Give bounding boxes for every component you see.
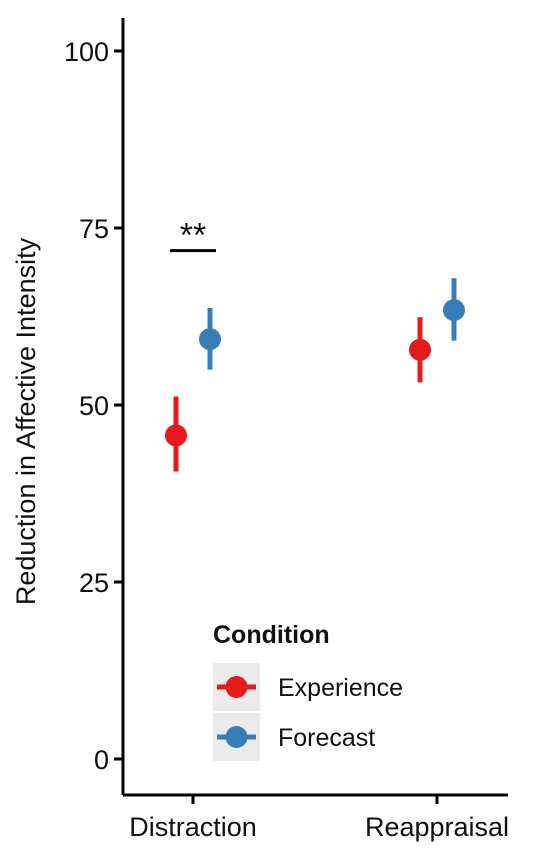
legend-key-point	[225, 726, 248, 748]
y-ticks: 0 25 50 75 100	[64, 37, 123, 775]
point-forecast-distraction	[199, 328, 221, 351]
point-experience-reappraisal	[409, 338, 431, 361]
data-marks	[165, 278, 465, 472]
legend-label: Experience	[278, 674, 403, 702]
annotations: **	[170, 217, 216, 255]
y-tick-label: 100	[64, 37, 109, 67]
point-forecast-reappraisal	[443, 299, 465, 322]
legend-title: Condition	[213, 621, 330, 649]
y-axis-label: Reduction in Affective Intensity	[11, 237, 41, 605]
legend: Condition Experience Forecast	[213, 621, 403, 761]
legend-label: Forecast	[278, 724, 375, 752]
point-experience-distraction	[165, 424, 187, 447]
significance-label: **	[180, 217, 206, 255]
x-tick-label: Distraction	[129, 812, 257, 842]
y-tick-label: 0	[94, 745, 109, 775]
legend-key-point	[225, 676, 248, 698]
x-ticks: Distraction Reappraisal	[129, 795, 509, 842]
y-tick-label: 50	[79, 391, 109, 421]
y-tick-label: 25	[79, 568, 109, 598]
x-tick-label: Reappraisal	[365, 812, 509, 842]
y-tick-label: 75	[79, 214, 109, 244]
